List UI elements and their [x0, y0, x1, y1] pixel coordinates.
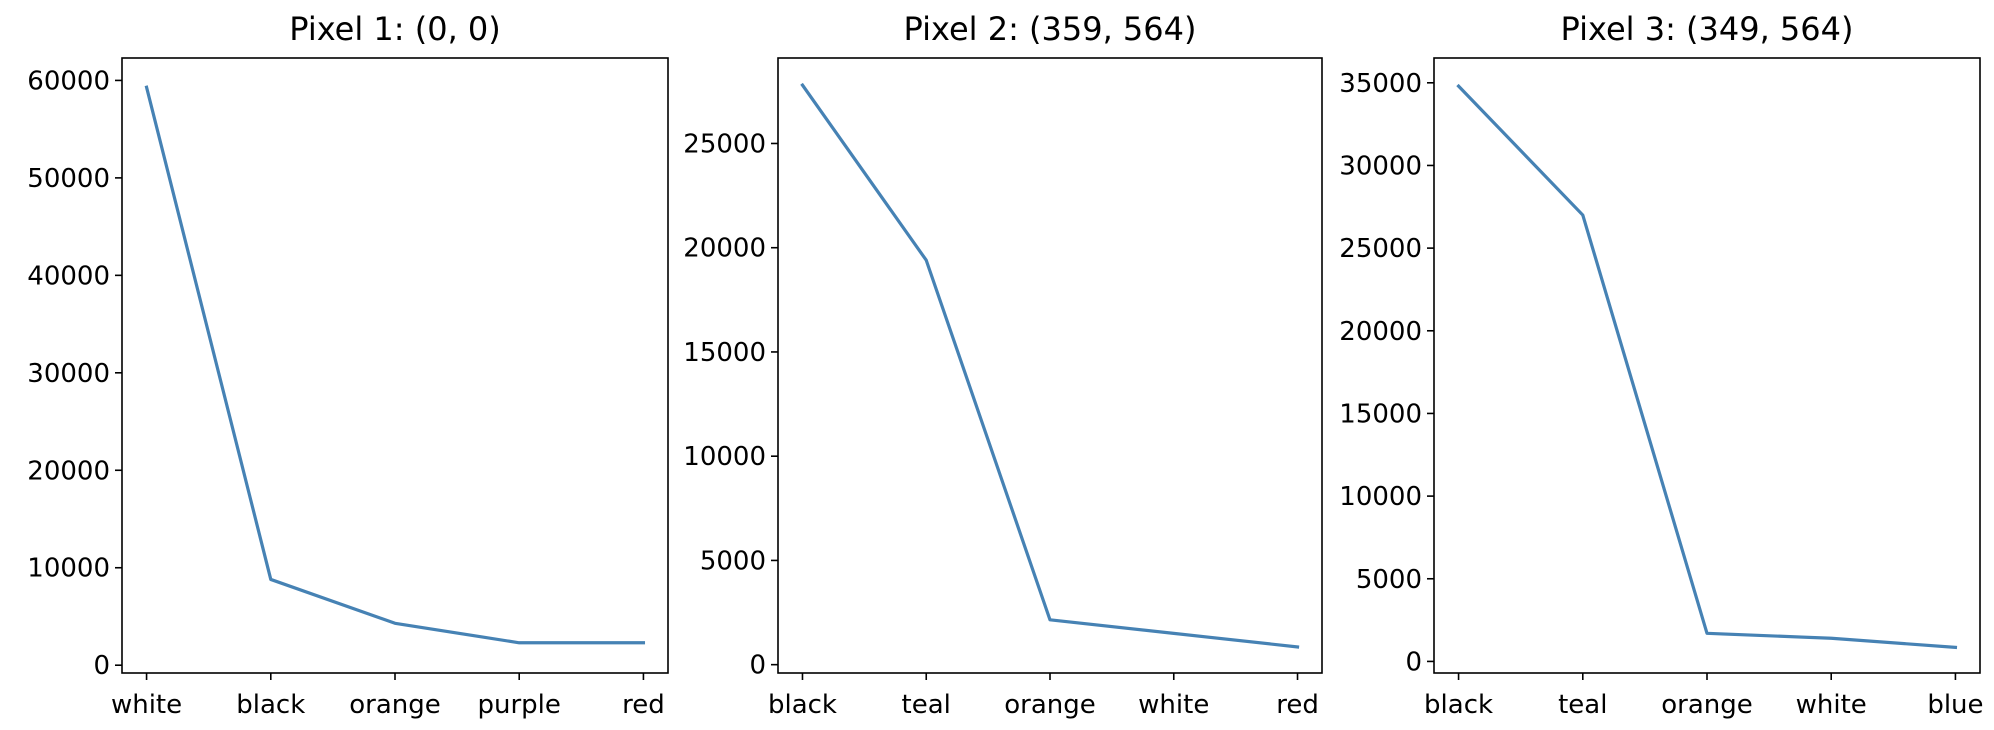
x-tick-label: red	[622, 690, 665, 720]
x-tick-label: red	[1276, 690, 1319, 720]
chart-title: Pixel 1: (0, 0)	[289, 10, 501, 48]
x-tick-label: white	[1138, 690, 1209, 720]
y-tick-label: 10000	[683, 442, 766, 472]
x-tick-label: black	[236, 690, 305, 720]
y-tick-label: 40000	[27, 261, 110, 291]
axes-frame	[1433, 57, 1981, 674]
x-tick-label: orange	[349, 690, 441, 720]
y-tick-label: 20000	[683, 234, 766, 264]
axes-frame	[777, 57, 1323, 674]
y-tick-label: 15000	[1339, 399, 1422, 429]
x-tick-label: orange	[1004, 690, 1096, 720]
series-line	[1456, 83, 1958, 650]
series-line	[800, 82, 1300, 649]
x-tick-label: white	[1796, 690, 1867, 720]
series-line	[144, 85, 646, 645]
y-tick-label: 0	[1405, 647, 1422, 677]
y-tick-label: 30000	[27, 359, 110, 389]
x-tick-label: purple	[478, 690, 561, 720]
x-tick-label: teal	[902, 690, 951, 720]
x-tick-label: black	[768, 690, 837, 720]
chart-title: Pixel 3: (349, 564)	[1561, 10, 1854, 48]
x-tick-label: teal	[1558, 690, 1607, 720]
subplot-pixel-1: Pixel 1: (0, 0) 0 10000 20000 30000 40000 500…	[27, 10, 669, 720]
y-tick-label: 35000	[1339, 69, 1422, 99]
y-tick-label: 20000	[27, 456, 110, 486]
x-tick-label: black	[1424, 690, 1493, 720]
x-tick-label: blue	[1927, 690, 1983, 720]
subplot-pixel-3: Pixel 3: (349, 564) 0 5000 10000 15000 20000…	[1339, 10, 1983, 720]
y-tick-label: 0	[749, 651, 766, 681]
y-tick-label: 0	[93, 651, 110, 681]
y-tick-label: 10000	[27, 554, 110, 584]
y-tick-label: 25000	[1339, 234, 1422, 264]
y-tick-label: 15000	[683, 338, 766, 368]
x-tick-label: white	[111, 690, 182, 720]
chart-title: Pixel 2: (359, 564)	[904, 10, 1197, 48]
y-tick-label: 50000	[27, 164, 110, 194]
axes-frame	[121, 57, 669, 674]
y-tick-label: 20000	[1339, 317, 1422, 347]
y-tick-label: 30000	[1339, 151, 1422, 181]
y-tick-label: 5000	[700, 546, 766, 576]
y-tick-label: 5000	[1356, 565, 1422, 595]
y-tick-label: 10000	[1339, 482, 1422, 512]
y-tick-label: 60000	[27, 66, 110, 96]
subplot-pixel-2: Pixel 2: (359, 564) 0 5000 10000 15000 20000…	[683, 10, 1323, 720]
y-tick-label: 25000	[683, 129, 766, 159]
x-tick-label: orange	[1661, 690, 1753, 720]
